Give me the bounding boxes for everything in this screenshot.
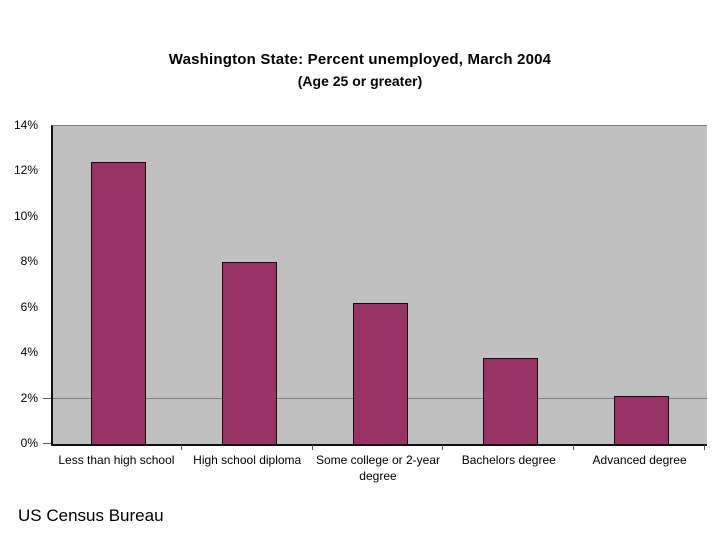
bar	[352, 303, 408, 444]
x-axis-tick	[311, 445, 313, 450]
chart-subtitle: (Age 25 or greater)	[297, 73, 423, 89]
bar	[221, 262, 277, 444]
x-axis-label: Less than high school	[58, 453, 175, 467]
y-axis-tick	[43, 443, 51, 444]
y-axis-tick	[43, 397, 51, 399]
y-axis-labels: 0% 2% 4% 6% 8% 10% 12% 14%	[0, 118, 45, 450]
y-axis-label: 8%	[20, 254, 38, 269]
x-axis-tick	[442, 445, 444, 450]
bar	[483, 358, 539, 444]
chart-title: Washington State: Percent unemployed, Ma…	[168, 51, 552, 68]
y-axis-label: 12%	[13, 163, 38, 178]
x-axis-label: High school diploma	[193, 453, 302, 467]
x-axis-label: Advanced degree	[592, 453, 687, 467]
x-axis-label: Some college or 2-year degree	[315, 453, 441, 483]
x-axis-tick	[180, 445, 182, 450]
y-axis-label: 14%	[13, 118, 38, 132]
x-axis-label: Bachelors degree	[461, 453, 556, 467]
y-axis-label: 2%	[20, 390, 38, 405]
y-axis-label: 10%	[13, 208, 38, 223]
y-axis-label: 4%	[20, 345, 38, 360]
bar	[614, 396, 670, 444]
plot-area	[51, 125, 707, 446]
credit-text: US Census Bureau	[18, 506, 164, 525]
y-axis-label: 0%	[20, 436, 38, 450]
x-axis-tick	[704, 445, 705, 450]
y-axis-label: 6%	[20, 299, 38, 314]
title-block: Washington State: Percent unemployed, Ma…	[0, 51, 720, 89]
x-axis-tick	[573, 445, 575, 450]
bar	[90, 162, 146, 444]
